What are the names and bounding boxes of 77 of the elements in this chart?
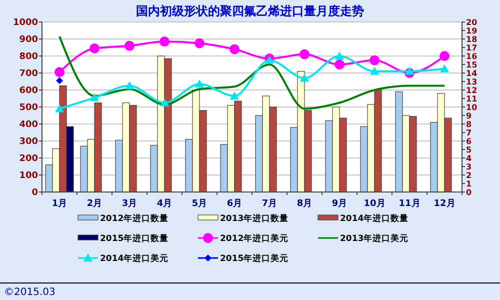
point [90,93,99,102]
y2-tick-label: 11 [466,94,478,104]
y-tick-label: 700 [19,69,38,80]
x-tick-label: 6月 [226,198,242,209]
y-tick-label: 800 [19,52,38,62]
y2-tick-label: 4 [466,154,472,163]
y2-tick-label: 8 [466,120,472,129]
point [124,40,134,51]
y-tick-label: 900 [19,35,38,46]
y2-tick-label: 16 [466,52,478,61]
x-tick-label: 1月 [52,198,68,209]
y-tick-label: 100 [19,171,38,182]
x-tick-label: 7月 [262,198,278,209]
y2-tick-label: 14 [466,68,478,78]
y2-tick-label: 9 [466,111,472,120]
point [440,64,449,72]
y2-tick-label: 12 [466,86,478,95]
y2-tick-label: 18 [466,34,478,44]
legend-label: 2014年进口数量 [340,212,409,224]
legend-label: 2013年进口美元 [340,232,409,244]
x-tick-label: 3月 [122,198,138,209]
y2-tick-label: 2 [466,170,472,180]
y-tick-label: 0 [32,188,38,198]
x-tick-label: 11月 [398,198,420,209]
x-tick-label: 2月 [86,198,102,209]
point [160,36,170,47]
point [160,98,169,106]
legend-label: 2014年进口美元 [100,252,169,264]
legend-label: 2015年进口美元 [220,252,289,264]
y2-tick-label: 15 [466,60,478,70]
y2-tick-label: 1 [466,179,472,188]
y-tick-label: 400 [19,120,38,130]
chart-title: 国内初级形状的聚四氟乙烯进口量月度走势 [136,4,364,18]
point [370,66,379,75]
point [194,38,204,48]
y-tick-label: 200 [19,154,38,164]
y2-tick-label: 19 [466,26,478,36]
y2-tick-label: 5 [466,145,472,154]
x-tick-label: 9月 [332,198,348,209]
y2-tick-label: 0 [466,188,472,197]
legend-label: 2015年进口数量 [100,232,169,244]
x-tick-label: 8月 [296,198,312,209]
y2-tick-label: 13 [466,77,478,86]
y-tick-label: 300 [19,137,38,148]
point [55,104,64,112]
point [90,43,100,54]
x-tick-label: 4月 [156,198,172,209]
point [230,91,239,100]
point [370,55,380,66]
y2-tick-label: 7 [466,128,472,138]
text: ©2015.03 [4,287,56,298]
y2-tick-label: 10 [466,102,478,112]
point [300,49,310,60]
y-tick-label: 1000 [12,18,38,28]
y-tick-label: 600 [19,86,38,96]
line-series [58,35,446,110]
point [440,51,450,61]
y2-tick-label: 6 [466,136,472,146]
point [335,52,344,60]
legend-label: 2012年进口美元 [220,232,289,244]
x-tick-label: 10月 [364,198,386,209]
point [125,81,134,90]
point [230,44,240,54]
y-tick-label: 500 [19,103,38,114]
point [195,80,204,88]
point [56,77,63,84]
point [405,66,414,75]
point [54,67,64,78]
y2-tick-label: 3 [466,162,472,172]
legend-label: 2013年进口数量 [220,212,289,224]
x-tick-label: 5月 [192,198,208,209]
legend-label: 2012年进口数量 [100,212,169,224]
point [300,74,309,82]
point [334,60,344,70]
x-tick-label: 12月 [434,198,456,209]
y2-tick-label: 20 [466,18,478,27]
y2-tick-label: 17 [466,43,478,52]
